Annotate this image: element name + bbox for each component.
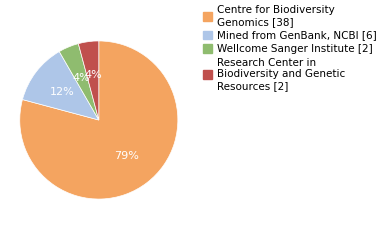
Text: 4%: 4%: [84, 70, 102, 79]
Wedge shape: [78, 41, 99, 120]
Legend: Centre for Biodiversity
Genomics [38], Mined from GenBank, NCBI [6], Wellcome Sa: Centre for Biodiversity Genomics [38], M…: [203, 5, 377, 91]
Wedge shape: [59, 44, 99, 120]
Text: 4%: 4%: [72, 73, 90, 83]
Wedge shape: [20, 41, 178, 199]
Text: 12%: 12%: [50, 87, 75, 97]
Wedge shape: [22, 52, 99, 120]
Text: 79%: 79%: [114, 151, 139, 161]
